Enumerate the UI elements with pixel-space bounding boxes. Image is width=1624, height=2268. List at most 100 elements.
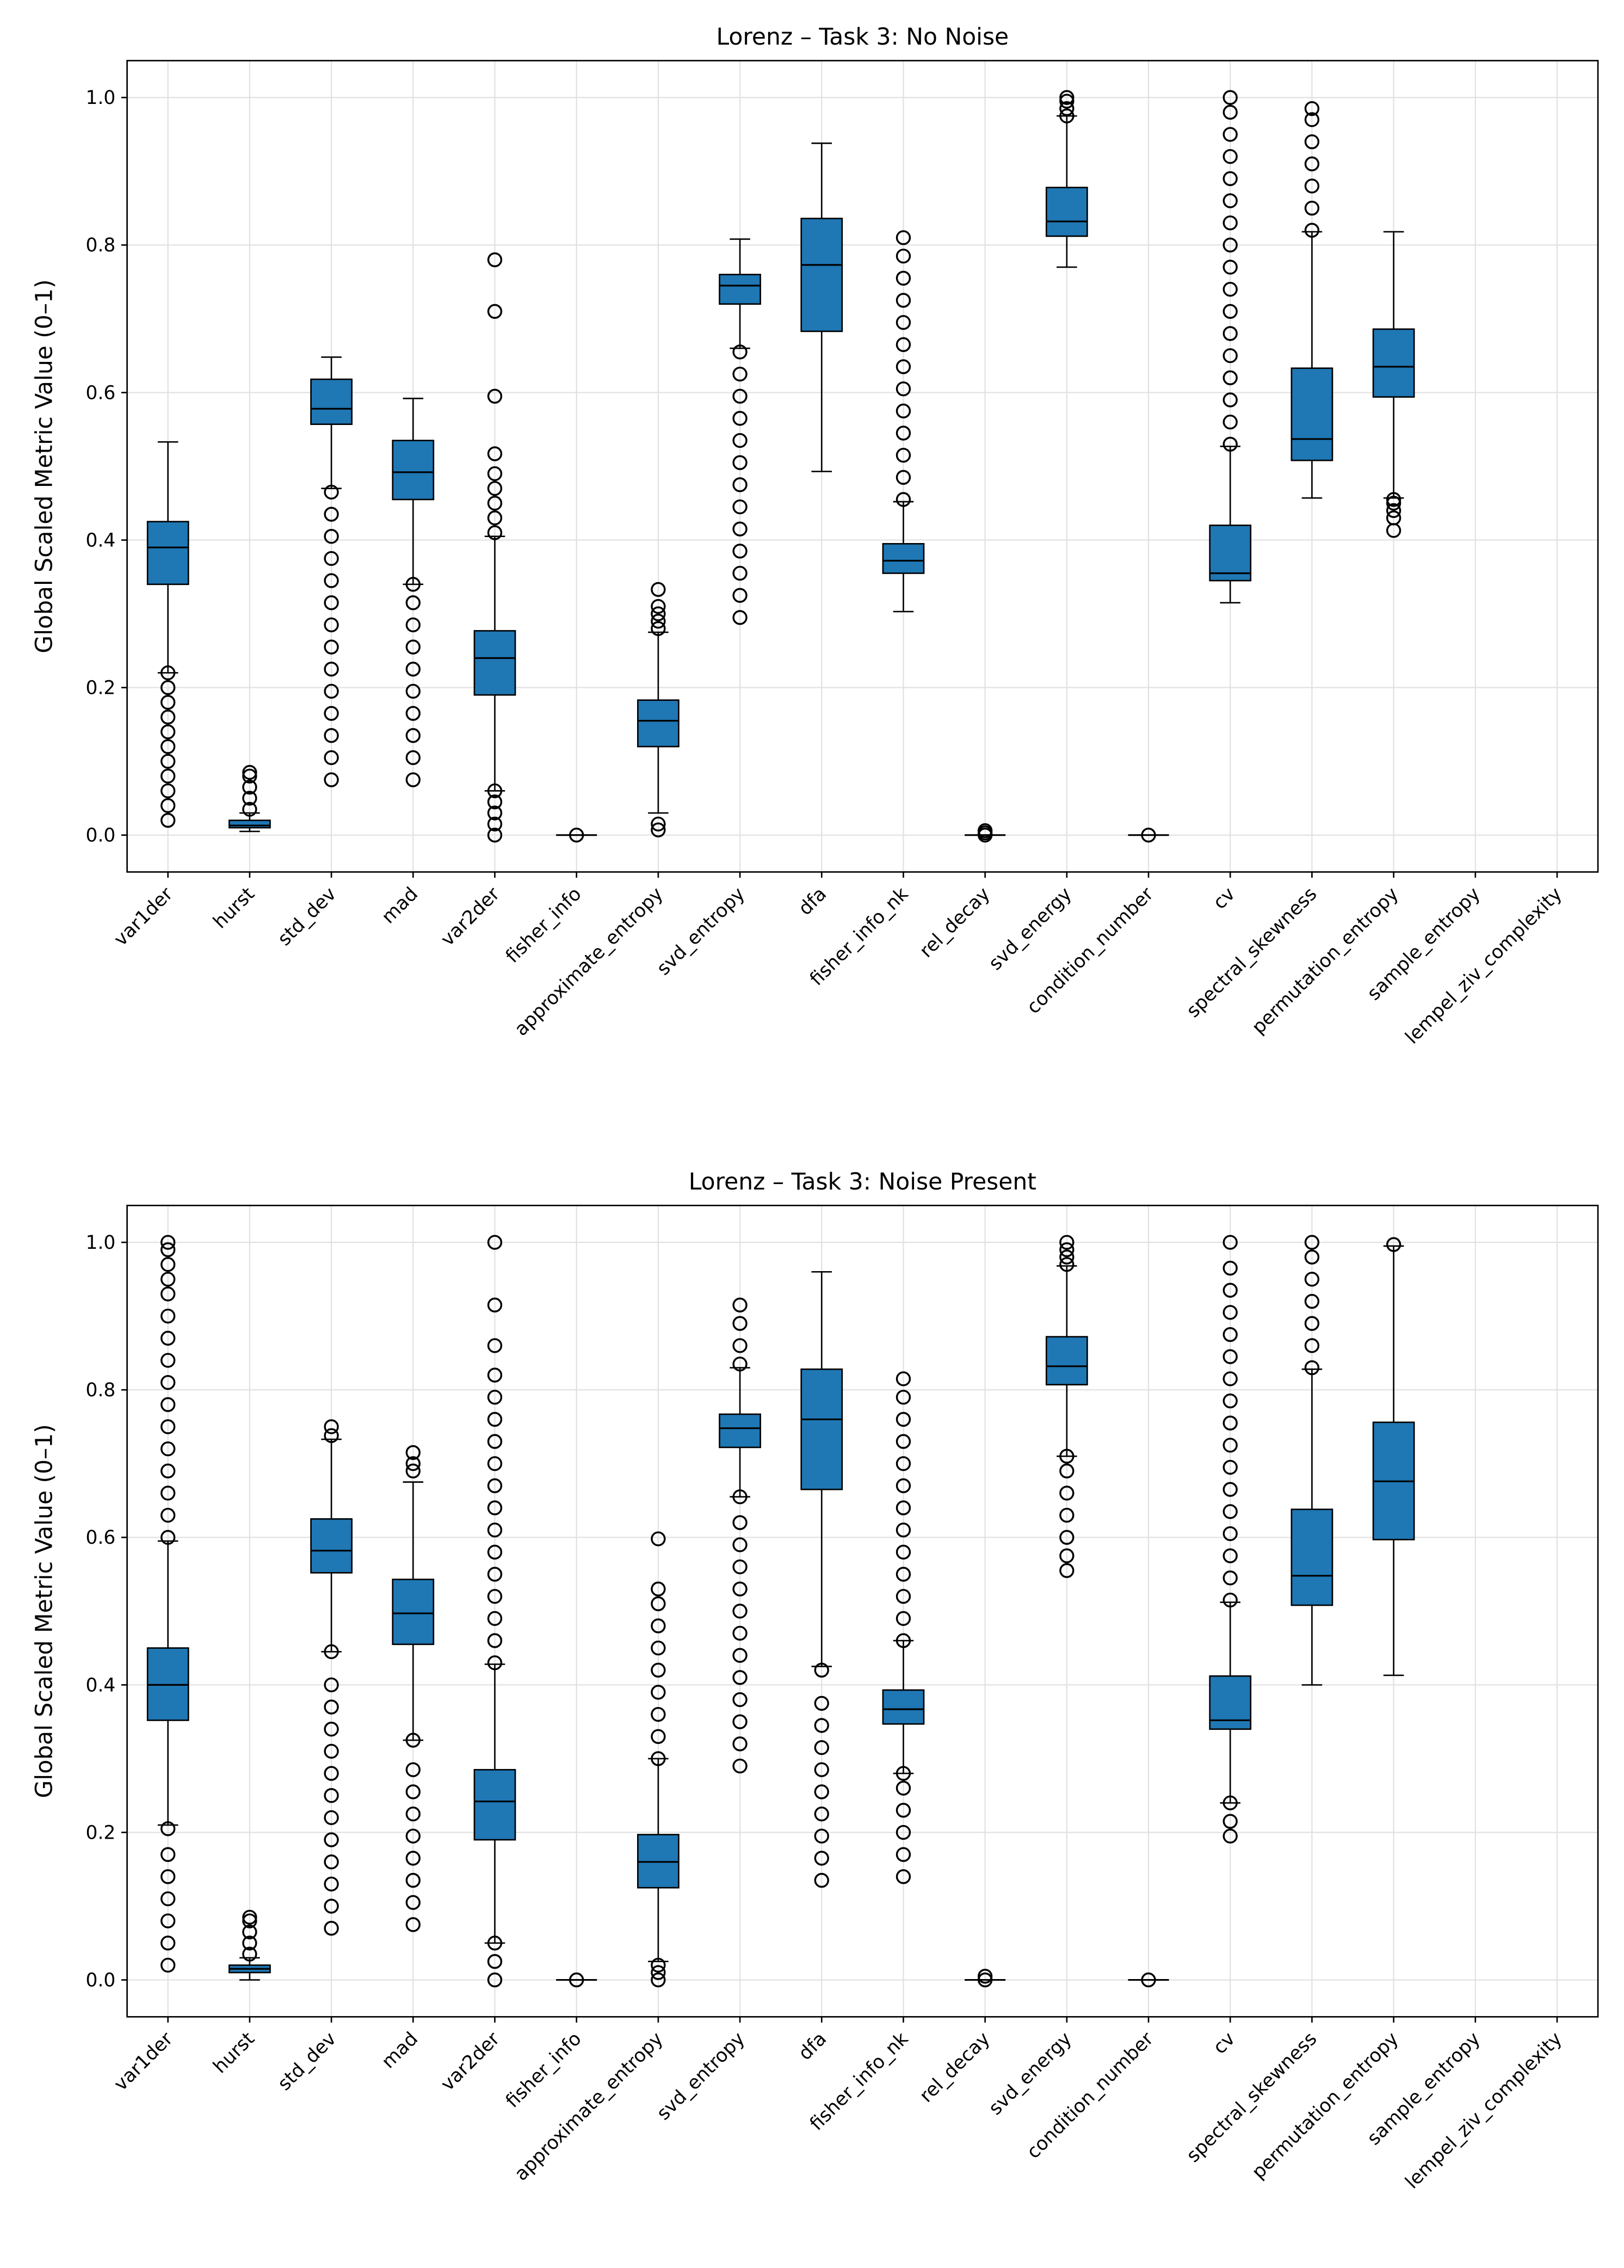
- outlier: [1304, 223, 1320, 238]
- outlier: [160, 783, 176, 799]
- outlier: [1222, 1283, 1238, 1298]
- outlier: [324, 617, 339, 633]
- outlier: [487, 783, 503, 799]
- y-tick-label: 1.0: [86, 1232, 116, 1254]
- outlier: [1222, 171, 1238, 186]
- outlier: [896, 315, 911, 330]
- outlier: [1386, 1237, 1401, 1252]
- outlier: [324, 772, 339, 787]
- outlier: [732, 1604, 748, 1619]
- box: [473, 630, 516, 696]
- outlier: [160, 1441, 176, 1457]
- outlier: [160, 695, 176, 710]
- outlier: [487, 1390, 503, 1405]
- outlier: [324, 1743, 339, 1759]
- outlier: [242, 802, 257, 817]
- outlier: [405, 1895, 421, 1910]
- y-tick-label: 0.6: [86, 382, 116, 404]
- x-tick-label: spectral_skewness: [1182, 2028, 1321, 2167]
- outlier: [651, 816, 666, 832]
- outlier: [732, 344, 748, 360]
- outlier: [569, 828, 584, 843]
- outlier: [732, 1758, 748, 1774]
- box: [800, 218, 843, 332]
- box: [800, 1368, 843, 1490]
- outlier: [977, 1972, 993, 1988]
- outlier: [1059, 1463, 1075, 1478]
- outlier: [242, 1924, 257, 1940]
- outlier: [896, 426, 911, 441]
- outlier: [732, 1559, 748, 1575]
- outlier: [814, 1784, 829, 1799]
- outlier: [896, 359, 911, 374]
- outlier: [896, 1633, 911, 1648]
- outlier: [160, 1957, 176, 1973]
- x-tick-label: approximate_entropy: [510, 2028, 668, 2185]
- outlier: [160, 1936, 176, 1951]
- outlier: [814, 1851, 829, 1866]
- outlier: [651, 1706, 666, 1722]
- outlier: [1304, 1293, 1320, 1309]
- outlier: [487, 525, 503, 540]
- x-tick-label: std_dev: [274, 2028, 341, 2095]
- outlier: [1304, 1316, 1320, 1331]
- outlier: [1059, 1507, 1075, 1523]
- outlier: [732, 433, 748, 448]
- outlier: [814, 1696, 829, 1711]
- outlier: [1304, 1235, 1320, 1250]
- outlier: [487, 816, 503, 832]
- outlier: [324, 1876, 339, 1892]
- outlier: [160, 768, 176, 784]
- outlier: [405, 1733, 421, 1748]
- outlier: [405, 1762, 421, 1777]
- outlier: [324, 683, 339, 699]
- outlier: [324, 484, 339, 500]
- outlier: [405, 1917, 421, 1932]
- outlier: [487, 1633, 503, 1648]
- outlier: [1304, 156, 1320, 171]
- box: [1290, 1508, 1333, 1606]
- outlier: [1222, 1548, 1238, 1563]
- outlier: [977, 823, 993, 839]
- outlier: [324, 1644, 339, 1660]
- outlier: [160, 1235, 176, 1250]
- box: [1209, 1675, 1252, 1730]
- y-tick-label: 0.4: [86, 529, 116, 551]
- outlier: [896, 1434, 911, 1449]
- y-tick-label: 0.2: [86, 1822, 116, 1844]
- outlier: [896, 381, 911, 397]
- outlier: [896, 403, 911, 418]
- outlier: [487, 1936, 503, 1951]
- outlier: [405, 683, 421, 699]
- outlier: [896, 470, 911, 485]
- outlier: [160, 1397, 176, 1412]
- outlier: [1059, 1257, 1075, 1272]
- box: [1045, 1336, 1088, 1386]
- outlier: [1222, 436, 1238, 452]
- outlier: [405, 1872, 421, 1888]
- chart-title: Lorenz – Task 3: No Noise: [717, 24, 1009, 51]
- outlier: [405, 639, 421, 655]
- x-tick-label: mad: [378, 883, 422, 928]
- outlier: [1222, 1415, 1238, 1431]
- y-axis-label: Global Scaled Metric Value (0–1): [32, 1424, 58, 1798]
- outlier: [242, 768, 257, 784]
- outlier: [487, 510, 503, 526]
- outlier: [814, 1662, 829, 1678]
- outlier: [1059, 1449, 1075, 1464]
- outlier: [160, 710, 176, 725]
- outlier: [405, 662, 421, 677]
- box: [229, 819, 271, 829]
- outlier: [324, 728, 339, 743]
- outlier: [1059, 108, 1075, 124]
- outlier: [1386, 510, 1401, 526]
- outlier: [160, 812, 176, 828]
- outlier: [1304, 112, 1320, 127]
- y-tick-label: 0.8: [86, 235, 116, 256]
- box: [1290, 367, 1333, 461]
- outlier: [896, 337, 911, 352]
- outlier: [160, 1891, 176, 1907]
- outlier: [732, 565, 748, 581]
- outlier: [324, 1766, 339, 1781]
